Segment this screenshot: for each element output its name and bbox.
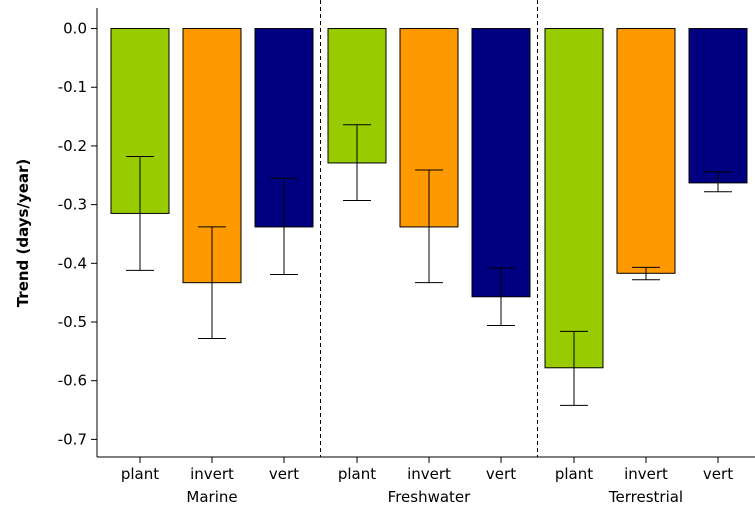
error-bar-terrestrial-invert — [632, 266, 660, 281]
x-tick-label: plant — [555, 465, 593, 483]
bars-layer — [110, 28, 748, 369]
y-tick-label: 0.0 — [63, 20, 87, 38]
x-tick-label: plant — [338, 465, 376, 483]
y-tick-label: -0.5 — [58, 313, 87, 331]
error-bar-terrestrial-vert — [704, 171, 732, 193]
y-tick-label: -0.4 — [58, 254, 87, 272]
error-bar-freshwater-vert — [487, 267, 515, 327]
error-bar-marine-plant — [126, 155, 154, 271]
x-tick-label: vert — [703, 465, 733, 483]
y-tick-label: -0.6 — [58, 372, 87, 390]
error-bar-terrestrial-plant — [560, 330, 588, 406]
group-label: Terrestrial — [608, 488, 683, 506]
bar-freshwater-vert — [471, 28, 531, 298]
group-separators — [320, 0, 538, 457]
x-tick-label: vert — [269, 465, 299, 483]
error-bar-freshwater-invert — [415, 169, 443, 284]
bar-terrestrial-plant — [544, 28, 604, 369]
x-tick-label: invert — [624, 465, 668, 483]
bar-marine-vert — [254, 28, 314, 228]
group-label: Freshwater — [388, 488, 471, 506]
error-bar-marine-invert — [198, 226, 226, 339]
axes — [91, 8, 755, 463]
y-tick-label: -0.1 — [58, 78, 87, 96]
y-tick-label: -0.2 — [58, 137, 87, 155]
x-tick-label: plant — [121, 465, 159, 483]
bar-terrestrial-vert — [688, 28, 748, 184]
y-tick-label: -0.3 — [58, 196, 87, 214]
error-bar-marine-vert — [270, 177, 298, 275]
x-tick-label: invert — [190, 465, 234, 483]
group-label: Marine — [186, 488, 237, 506]
x-tick-label: invert — [407, 465, 451, 483]
error-bar-freshwater-plant — [343, 124, 371, 202]
y-tick-label: -0.7 — [58, 430, 87, 448]
x-tick-label: vert — [486, 465, 516, 483]
bar-terrestrial-invert — [616, 28, 676, 274]
error-bars-layer — [126, 124, 732, 406]
tick-labels: plant invert vert Marine plant invert vert Fres… — [58, 20, 733, 506]
y-axis-label: Trend (days/year) — [14, 159, 32, 308]
